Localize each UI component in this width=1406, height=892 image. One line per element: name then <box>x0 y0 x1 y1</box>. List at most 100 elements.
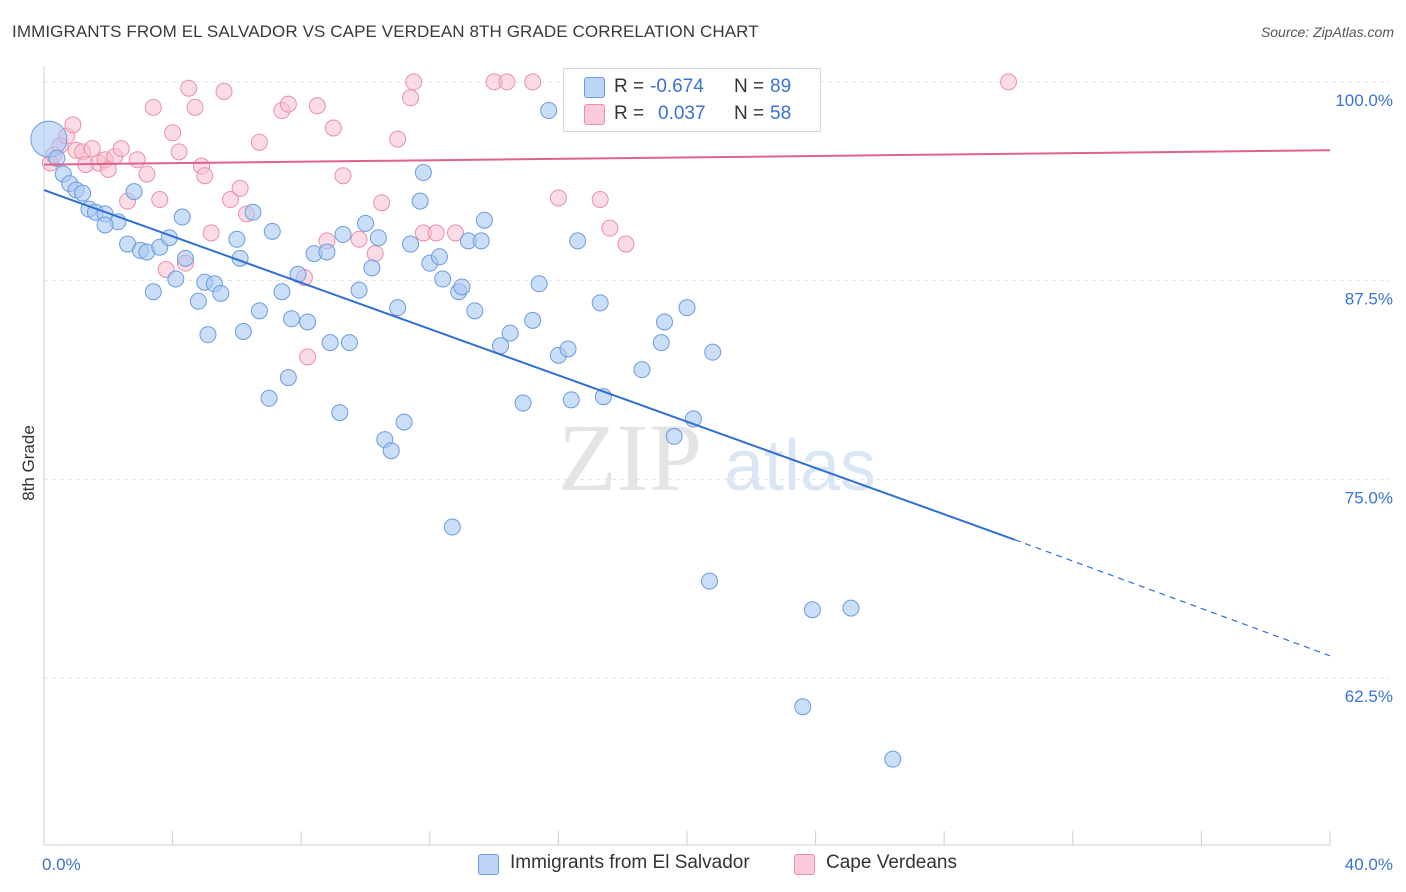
data-point-cape-verdean <box>231 179 249 197</box>
data-point-el-salvador <box>299 313 317 331</box>
legend-n-value: 89 <box>770 76 792 97</box>
data-point-cape-verdean <box>64 116 82 134</box>
data-point-el-salvador <box>340 334 358 352</box>
data-point-cape-verdean <box>186 98 204 116</box>
data-point-cape-verdean <box>170 143 188 161</box>
data-point-el-salvador <box>559 340 577 358</box>
data-point-cape-verdean <box>366 245 384 263</box>
data-point-el-salvador <box>633 361 651 379</box>
grid-lines <box>44 81 1390 679</box>
data-point-el-salvador <box>144 283 162 301</box>
data-point-el-salvador <box>273 283 291 301</box>
data-point-el-salvador <box>279 369 297 387</box>
trend-line-el-salvador <box>43 189 1016 541</box>
y-tick-label: 100.0% <box>1335 91 1393 110</box>
data-point-cape-verdean <box>591 191 609 209</box>
legend-r-label: R = <box>614 76 645 97</box>
data-point-el-salvador <box>250 302 268 320</box>
data-point-cape-verdean <box>279 95 297 113</box>
data-point-el-salvador <box>369 229 387 247</box>
data-point-el-salvador <box>514 394 532 412</box>
watermark-atlas: atlas <box>724 426 876 506</box>
data-point-el-salvador <box>443 518 461 536</box>
data-point-cape-verdean <box>601 219 619 237</box>
watermark-zip: ZIP <box>558 404 702 511</box>
data-point-cape-verdean <box>617 235 635 253</box>
data-point-el-salvador <box>794 698 812 716</box>
data-point-el-salvador <box>212 284 230 302</box>
data-point-cape-verdean <box>180 79 198 97</box>
data-point-cape-verdean <box>144 98 162 116</box>
data-point-el-salvador <box>665 427 683 445</box>
data-point-el-salvador <box>704 343 722 361</box>
data-point-el-salvador <box>176 249 194 267</box>
data-point-el-salvador <box>321 334 339 352</box>
data-point-el-salvador <box>655 313 673 331</box>
data-point-cape-verdean <box>83 140 101 158</box>
legend-n-value: 58 <box>770 103 792 124</box>
data-point-el-salvador <box>411 192 429 210</box>
data-point-el-salvador <box>569 232 587 250</box>
data-point-el-salvador <box>591 294 609 312</box>
data-point-el-salvador <box>199 326 217 344</box>
legend-r-label: R = <box>614 103 645 124</box>
data-point-cape-verdean <box>498 73 516 91</box>
data-point-cape-verdean <box>196 167 214 185</box>
data-point-cape-verdean <box>389 130 407 148</box>
data-point-el-salvador <box>189 292 207 310</box>
data-point-el-salvador <box>334 226 352 244</box>
data-point-el-salvador <box>803 601 821 619</box>
data-point-cape-verdean <box>524 73 542 91</box>
trend-line-el-salvador-extension <box>1014 539 1331 657</box>
data-point-cape-verdean <box>215 82 233 100</box>
legend-swatch-pink <box>794 854 815 875</box>
data-point-el-salvador <box>414 164 432 182</box>
data-point-el-salvador <box>530 275 548 293</box>
data-point-cape-verdean <box>405 73 423 91</box>
data-point-el-salvador <box>453 278 471 296</box>
data-point-cape-verdean <box>373 194 391 212</box>
data-point-el-salvador <box>434 270 452 288</box>
data-point-el-salvador <box>74 184 92 202</box>
data-point-el-salvador <box>260 389 278 407</box>
chart-title: IMMIGRANTS FROM EL SALVADOR VS CAPE VERD… <box>12 22 759 41</box>
x-tick-label: 0.0% <box>42 855 81 874</box>
data-point-cape-verdean <box>324 119 342 137</box>
data-point-cape-verdean <box>350 230 368 248</box>
data-point-el-salvador <box>228 230 246 248</box>
trend-lines <box>43 149 1331 657</box>
legend-r-value: -0.674 <box>650 76 704 97</box>
data-point-el-salvador <box>678 299 696 317</box>
y-tick-label: 62.5% <box>1345 687 1393 706</box>
data-point-el-salvador <box>475 211 493 229</box>
data-point-el-salvador <box>48 149 66 167</box>
data-point-el-salvador <box>382 442 400 460</box>
data-point-el-salvador <box>472 232 490 250</box>
data-point-cape-verdean <box>128 151 146 169</box>
data-point-el-salvador <box>652 334 670 352</box>
source-credit: Source: ZipAtlas.com <box>1260 24 1394 40</box>
data-point-el-salvador <box>430 248 448 266</box>
data-point-el-salvador <box>350 281 368 299</box>
data-point-cape-verdean <box>549 189 567 207</box>
data-point-el-salvador <box>331 404 349 422</box>
data-point-cape-verdean <box>164 124 182 142</box>
data-point-el-salvador <box>318 243 336 261</box>
y-tick-label: 75.0% <box>1345 488 1393 507</box>
legend-label: Cape Verdeans <box>826 852 957 873</box>
data-point-el-salvador <box>234 322 252 340</box>
data-point-el-salvador <box>540 102 558 120</box>
data-point-el-salvador <box>363 259 381 277</box>
x-tick-label: 40.0% <box>1345 855 1393 874</box>
data-point-cape-verdean <box>308 97 326 115</box>
data-point-el-salvador <box>884 750 902 768</box>
data-point-el-salvador <box>842 599 860 617</box>
data-point-el-salvador <box>96 216 114 234</box>
axes <box>43 66 1331 846</box>
data-point-el-salvador <box>357 214 374 232</box>
y-tick-label: 87.5% <box>1345 290 1393 309</box>
data-point-cape-verdean <box>221 191 239 209</box>
correlation-legend: R = -0.674 N = 89 R = 0.037 N = 58 <box>563 68 821 132</box>
data-point-cape-verdean <box>1000 73 1017 91</box>
